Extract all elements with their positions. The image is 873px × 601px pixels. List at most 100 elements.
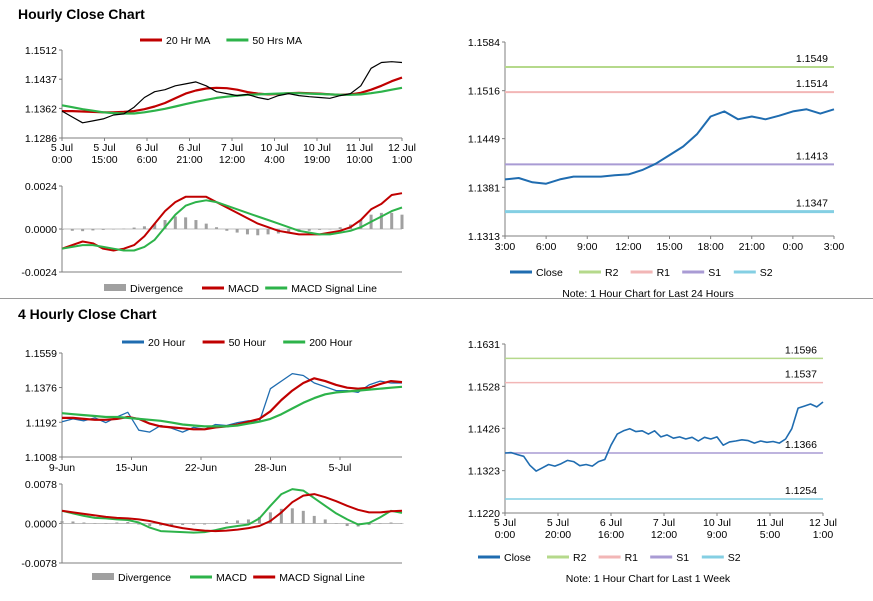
hourly-macd-series-macd (61, 192, 403, 252)
four-hourly-ma-y-tick-label: 1.1192 (26, 417, 57, 429)
hourly-levels-level-label-s2: 1.1347 (796, 198, 828, 210)
hourly-macd-divergence-bar (266, 229, 270, 235)
hourly-section-title: Hourly Close Chart (18, 6, 145, 22)
four-hourly-ma-y-tick-label: 1.1008 (25, 452, 57, 464)
four-hourly-macd-divergence-bar (323, 519, 327, 524)
hourly-ma-series-50-hrs-ma (61, 86, 403, 115)
four-hourly-ma-x-tick-label: 5-Jul (329, 462, 352, 474)
hourly-macd-divergence-bar (245, 229, 249, 235)
hourly-ma-y-tick-label: 1.1512 (25, 45, 57, 57)
hourly-macd-divergence-bar (60, 229, 64, 230)
four-hourly-macd-divergence-bar (203, 523, 207, 525)
four-hourly-macd-divergence-bar (290, 508, 294, 524)
hourly-ma-x-tick-label: 12:00 (219, 154, 245, 166)
four-hourly-macd-divergence-bar (181, 523, 185, 526)
four-hourly-levels-y-tick-label: 1.1323 (468, 466, 500, 478)
four-hourly-levels-x-tick-label: 10 Jul (703, 517, 731, 529)
hourly-levels-x-tick-label: 3:00 (824, 241, 845, 253)
hourly-ma-x-tick-label: 11 Jul (346, 142, 373, 154)
four-hourly-macd-divergence-bar (170, 523, 174, 526)
four-hourly-macd-divergence-bar (126, 521, 130, 524)
hourly-levels-x-tick-label: 18:00 (697, 241, 723, 253)
hourly-macd-divergence-bar (338, 227, 342, 229)
hourly-macd-divergence-bar (81, 229, 85, 232)
hourly-levels-level-label-r2: 1.1549 (796, 53, 828, 65)
hourly-macd-legend-label: MACD (228, 283, 259, 295)
four-hourly-macd-divergence-bar (93, 522, 97, 524)
four-hourly-macd-divergence-bar (214, 523, 218, 524)
four-hourly-macd-y-tick-label: 0.0078 (25, 479, 57, 491)
hourly-ma-x-tick-label: 6 Jul (178, 142, 200, 154)
four-hourly-macd-divergence-bar (257, 516, 261, 524)
four-hourly-macd-divergence-bar (279, 508, 283, 524)
hourly-levels-y-tick-label: 1.1449 (468, 134, 500, 146)
four-hourly-macd-divergence-bar (334, 523, 338, 524)
four-hourly-macd-series-macd (61, 488, 403, 534)
hourly-levels-x-tick-label: 12:00 (615, 241, 641, 253)
hourly-macd-divergence-bar (132, 227, 136, 229)
hourly-macd-divergence-bar (390, 212, 394, 229)
hourly-levels-legend-label: R2 (605, 267, 619, 279)
four-hourly-levels-series-close (504, 401, 824, 472)
hourly-levels-level-label-r1: 1.1514 (796, 78, 828, 90)
four-hourly-levels-level-label-s2: 1.1254 (785, 485, 817, 497)
hourly-macd-divergence-bar (101, 229, 105, 230)
hourly-levels-legend-label: S2 (760, 267, 773, 279)
four-hourly-macd-divergence-bar (246, 519, 250, 524)
four-hourly-levels-y-tick-label: 1.1528 (468, 381, 500, 393)
four-hourly-macd-divergence-bar (104, 523, 108, 524)
hourly-ma-legend-label: 50 Hrs MA (252, 35, 302, 47)
four-hourly-macd-legend-label: MACD (216, 572, 247, 584)
four-hourly-macd-divergence-bar (60, 520, 64, 524)
hourly-ma-series-close (61, 61, 403, 124)
four-hourly-levels-x-tick-label: 5 Jul (547, 517, 569, 529)
four-hourly-levels-y-tick-label: 1.1631 (468, 339, 500, 351)
hourly-ma-x-tick-label: 6:00 (137, 154, 158, 166)
hourly-levels-note: Note: 1 Hour Chart for Last 24 Hours (562, 288, 734, 300)
four-hourly-levels-x-tick-label: 9:00 (707, 529, 728, 541)
four-hourly-macd-divergence-bar (268, 512, 272, 524)
hourly-levels-x-tick-label: 15:00 (656, 241, 682, 253)
hourly-ma-x-tick-label: 10 Jul (260, 142, 288, 154)
hourly-ma-x-tick-label: 1:00 (392, 154, 413, 166)
hourly-macd-divergence-bar (287, 229, 291, 233)
hourly-macd-divergence-bar (70, 229, 74, 231)
four-hourly-macd-legend-label: Divergence (118, 572, 171, 584)
hourly-macd-divergence-bar (359, 220, 363, 229)
four-hourly-macd-divergence-bar (345, 523, 349, 527)
four-hourly-levels-x-tick-label: 16:00 (598, 529, 624, 541)
four-hourly-ma-y-tick-label: 1.1376 (25, 383, 57, 395)
four-hourly-levels-legend-label: R2 (573, 552, 587, 564)
hourly-macd-divergence-bar (379, 212, 383, 229)
four-hourly-levels-x-tick-label: 1:00 (813, 529, 834, 541)
hourly-macd-divergence-bar (225, 229, 229, 231)
four-hourly-levels-x-tick-label: 6 Jul (600, 517, 622, 529)
four-hourly-levels-level-label-s1: 1.1366 (785, 439, 817, 451)
four-hourly-ma-x-tick-label: 9-Jun (49, 462, 75, 474)
hourly-ma-x-tick-label: 5 Jul (51, 142, 73, 154)
hourly-levels-y-tick-label: 1.1381 (468, 182, 500, 194)
hourly-macd-divergence-bar (142, 226, 146, 229)
hourly-ma-y-tick-label: 1.1437 (25, 74, 57, 86)
four-hourly-macd-divergence-bar (378, 523, 382, 525)
hourly-macd-divergence-bar (153, 223, 157, 229)
four-hourly-levels-x-tick-label: 5 Jul (494, 517, 516, 529)
hourly-ma-x-tick-label: 0:00 (52, 154, 73, 166)
four-hourly-levels-x-tick-label: 12 Jul (809, 517, 837, 529)
four-hourly-levels-level-label-r1: 1.1537 (785, 369, 817, 381)
hourly-macd-divergence-bar (318, 229, 322, 230)
hourly-ma-x-tick-label: 4:00 (264, 154, 285, 166)
four-hourly-macd-divergence-bar (301, 510, 305, 524)
four-hourly-levels-note: Note: 1 Hour Chart for Last 1 Week (566, 573, 731, 585)
hourly-levels-y-tick-label: 1.1516 (468, 86, 500, 98)
four-hourly-levels-legend-label: S1 (676, 552, 689, 564)
hourly-macd-divergence-bar (204, 223, 208, 229)
hourly-macd-divergence-bar (122, 228, 126, 230)
four-hourly-levels-x-tick-label: 12:00 (651, 529, 677, 541)
four-hourly-levels-y-tick-label: 1.1220 (468, 508, 500, 520)
hourly-levels-series-close (504, 108, 835, 185)
hourly-ma-legend-label: 20 Hr MA (166, 35, 210, 47)
four-hourly-macd-divergence-bar (137, 523, 141, 525)
four-hourly-levels-legend-label: R1 (625, 552, 639, 564)
hourly-ma-x-tick-label: 12 Jul (388, 142, 416, 154)
